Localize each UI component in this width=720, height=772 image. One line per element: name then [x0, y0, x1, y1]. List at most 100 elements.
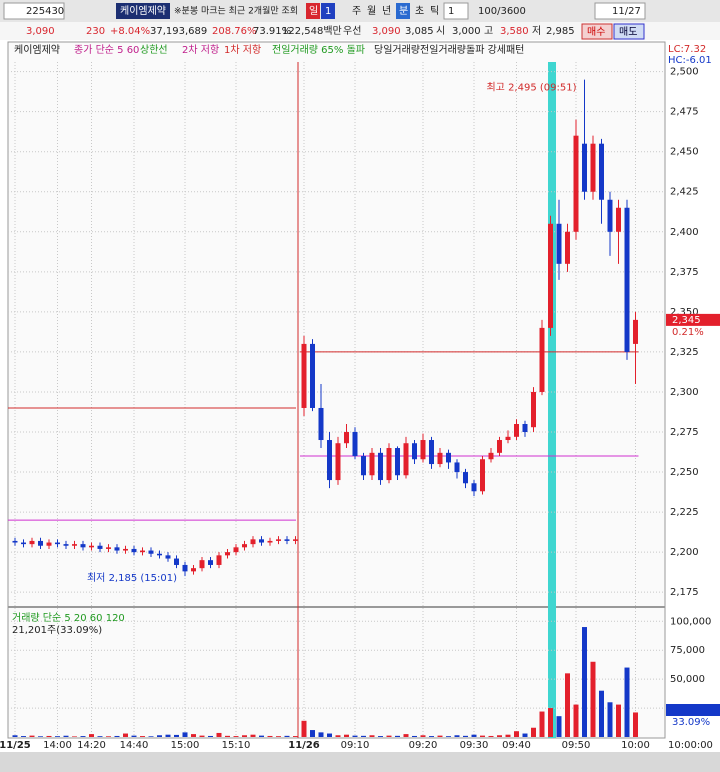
- candle-body: [46, 542, 52, 546]
- volume-bar: [335, 735, 341, 737]
- low-label: 저: [532, 25, 541, 37]
- candle-body: [106, 547, 111, 549]
- candle-body: [165, 555, 171, 559]
- unit[interactable]: 1: [448, 6, 454, 17]
- x-tick-label: 09:30: [460, 740, 489, 751]
- candle-body: [488, 452, 494, 460]
- candle-body: [429, 440, 434, 465]
- volume-bar: [72, 736, 77, 737]
- period[interactable]: 1: [325, 6, 331, 17]
- stock-code: 225430: [26, 6, 64, 17]
- period[interactable]: 주: [352, 6, 361, 17]
- candle-body: [114, 547, 120, 551]
- candle-body: [293, 539, 298, 541]
- volume-bar: [531, 727, 536, 737]
- candle-body: [514, 424, 519, 437]
- volume-bar: [607, 702, 613, 737]
- change-pct: +8.04%: [110, 26, 150, 37]
- y-tick-label: 2,475: [670, 107, 699, 118]
- volume-bar: [633, 712, 638, 737]
- volume-bar: [199, 735, 205, 737]
- volume-bar: [352, 735, 358, 737]
- candle-body: [284, 539, 290, 541]
- candle-body: [174, 558, 179, 565]
- x-tick-label: 14:00: [43, 740, 72, 751]
- legend-item: 상한선: [140, 44, 168, 56]
- candle-body: [403, 443, 409, 476]
- pref-price: 3,090: [372, 26, 401, 37]
- candle-body: [463, 472, 468, 484]
- volume-bar: [624, 667, 630, 737]
- candle-body: [63, 544, 69, 546]
- buy[interactable]: 매수: [587, 26, 605, 38]
- volume-bar: [148, 736, 154, 737]
- price-marker: [666, 313, 720, 326]
- volume-bar: [233, 736, 239, 737]
- volume-bar: [573, 704, 579, 737]
- volume-bar: [38, 736, 43, 737]
- y-tick-label: 2,375: [670, 267, 699, 278]
- date-box[interactable]: [594, 2, 646, 20]
- volume-bar: [259, 735, 264, 737]
- sell-button[interactable]: [613, 23, 645, 40]
- x-tick-label: 14:40: [120, 740, 149, 751]
- volume-bar: [420, 735, 426, 737]
- candle-body: [386, 448, 392, 481]
- volume-bar: [12, 735, 18, 737]
- high-label: 고: [484, 26, 493, 37]
- hc: HC:-6.01: [668, 55, 712, 66]
- volume-bar: [497, 735, 502, 737]
- period[interactable]: 초: [415, 5, 424, 17]
- volume-ratio: 208.76%: [212, 26, 257, 37]
- period[interactable]: 분: [399, 5, 408, 17]
- low: 2,985: [546, 26, 575, 37]
- candle-body: [38, 540, 43, 546]
- candle-body: [624, 207, 630, 352]
- volume-bar: [131, 735, 137, 737]
- volume-bar: [21, 736, 26, 737]
- candle-body: [395, 448, 400, 476]
- volume-bar: [293, 736, 298, 737]
- price-marker-label: 2,345: [672, 315, 701, 326]
- buy-button[interactable]: [581, 23, 613, 40]
- candle-body: [259, 539, 264, 543]
- candle-body: [199, 560, 205, 569]
- candle-body: [335, 443, 341, 481]
- period-box[interactable]: [321, 3, 335, 19]
- volume-bar: [514, 731, 519, 737]
- volume-bar: [80, 736, 86, 737]
- volume-bar: [276, 736, 281, 737]
- period[interactable]: 틱: [430, 5, 439, 17]
- candle-body: [582, 143, 587, 192]
- date: 11/27: [612, 6, 641, 17]
- x-tick-label: 11/26: [288, 740, 320, 751]
- x-axis-end: 10:00:00: [668, 740, 713, 751]
- legend-item: 전일거래량 65% 돌파: [272, 44, 365, 56]
- period[interactable]: 월: [367, 5, 376, 17]
- candle-body: [12, 540, 18, 543]
- name-box[interactable]: [116, 3, 170, 19]
- high: 3,580: [500, 26, 529, 37]
- y-tick-label: 2,200: [670, 547, 699, 558]
- volume-bar: [412, 735, 417, 737]
- legend-item: 종가 단순 5 60: [74, 44, 139, 56]
- volume-bar: [140, 736, 145, 737]
- volume-bar: [250, 734, 256, 737]
- volume-info: 21,201주(33.09%): [12, 625, 102, 636]
- period[interactable]: 일: [309, 5, 318, 17]
- candle-body: [565, 231, 570, 264]
- count: 100/3600: [478, 6, 526, 17]
- candle-body: [446, 452, 451, 463]
- sell[interactable]: 매도: [619, 26, 637, 38]
- candle-body: [29, 540, 35, 545]
- period[interactable]: 년: [382, 5, 391, 17]
- code-box[interactable]: [3, 2, 65, 20]
- panel-divider: [8, 606, 665, 608]
- volume-bar: [310, 730, 315, 737]
- period-active[interactable]: [396, 3, 410, 19]
- period-active[interactable]: [306, 3, 320, 19]
- candle-body: [480, 459, 485, 492]
- volume-bar: [301, 720, 307, 737]
- unit-box[interactable]: [443, 2, 469, 20]
